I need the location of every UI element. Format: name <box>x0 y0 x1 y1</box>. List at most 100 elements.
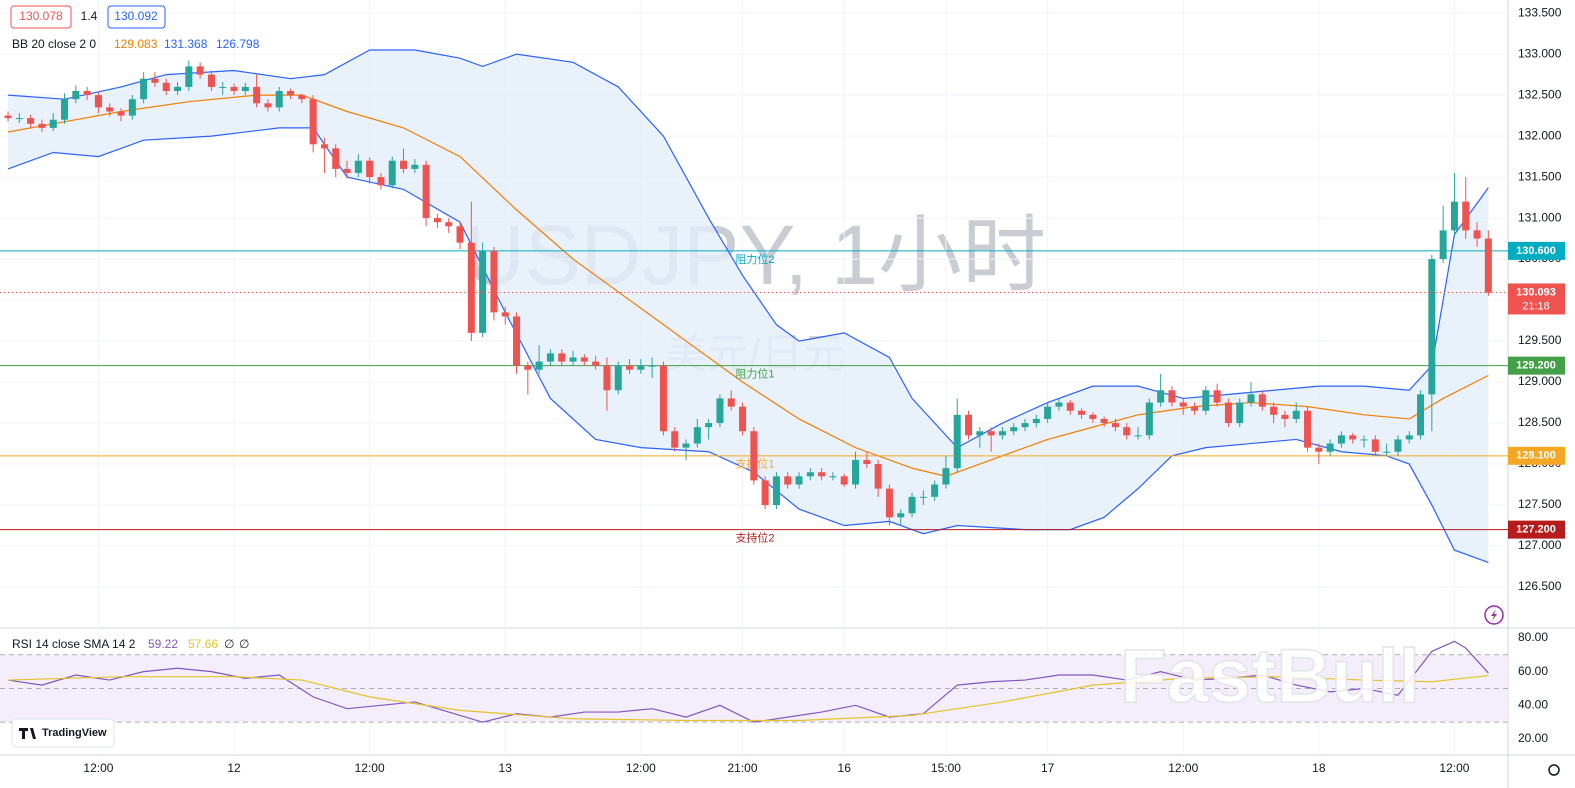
level-tag <box>1508 520 1565 539</box>
candle-body <box>501 312 509 317</box>
candle-body <box>479 250 487 333</box>
level-text: 支持位2 <box>735 531 774 545</box>
level-text: 阻力位1 <box>735 367 774 381</box>
candle-body <box>987 431 995 436</box>
candle-body <box>1055 402 1063 407</box>
y-tick-label: 133.000 <box>1518 46 1562 60</box>
candle-body <box>840 476 848 485</box>
x-tick-label: 12:00 <box>626 761 656 775</box>
y-tick-label: 129.000 <box>1518 374 1562 388</box>
rsi-value: 57.66 <box>188 637 218 651</box>
candle-body <box>1304 410 1312 448</box>
y-tick-label: 132.000 <box>1518 128 1562 142</box>
candle-body <box>1236 402 1244 424</box>
candle-body <box>998 431 1006 436</box>
candle-body <box>558 353 566 362</box>
candle-body <box>580 357 588 362</box>
y-tick-label: 126.500 <box>1518 579 1562 593</box>
candle-body <box>287 91 295 96</box>
candle-body <box>1439 230 1447 260</box>
ask-box[interactable] <box>107 5 166 29</box>
brand-logo <box>19 728 36 739</box>
candle-body <box>965 414 973 436</box>
rsi-label: RSI 14 close SMA 14 2 <box>12 637 136 651</box>
candle-body <box>445 222 453 227</box>
brand-box[interactable] <box>11 718 115 748</box>
candle-body <box>1371 439 1379 452</box>
candle-body <box>1202 390 1210 411</box>
indicator-line <box>7 49 1489 449</box>
candle-body <box>106 107 114 112</box>
candle-body <box>1111 423 1119 428</box>
y-tick-label: 131.500 <box>1518 169 1562 183</box>
candle-body <box>433 218 441 223</box>
level-tag-label: 129.200 <box>1516 360 1556 372</box>
candle-body <box>648 365 656 367</box>
candle-body <box>852 459 860 485</box>
brand: TradingView <box>42 727 107 739</box>
ask: 130.092 <box>114 9 158 23</box>
indicator-line <box>8 674 1489 722</box>
candle-body <box>1168 390 1176 403</box>
candle-body <box>603 365 611 391</box>
candle-body <box>772 476 780 506</box>
alert-icon[interactable] <box>1484 605 1504 625</box>
last-price-tag <box>1508 283 1565 315</box>
candle-body <box>1405 435 1413 440</box>
rsi-value: ∅ <box>239 637 249 651</box>
candle-body <box>919 496 927 498</box>
candle-body <box>1450 201 1458 231</box>
candle-body <box>1349 435 1357 440</box>
candle-body <box>49 119 57 128</box>
indicator-line <box>7 94 1489 477</box>
y-tick-label: 132.500 <box>1518 87 1562 101</box>
candle-body <box>241 86 249 92</box>
rsi-tick-label: 60.00 <box>1518 664 1548 678</box>
candle-body <box>739 406 747 432</box>
alert-bolt <box>1491 609 1497 621</box>
y-tick-label: 129.500 <box>1518 333 1562 347</box>
candle-body <box>1484 238 1492 293</box>
x-tick-label: 18 <box>1312 761 1326 775</box>
candle-body <box>1247 394 1255 403</box>
candle-body <box>456 226 464 243</box>
candle-body <box>1394 439 1402 452</box>
candle-body <box>1010 427 1018 432</box>
candle-body <box>1270 406 1278 415</box>
level-tag-label: 130.600 <box>1516 245 1556 257</box>
candle-body <box>1417 394 1425 436</box>
y-tick-label: 127.500 <box>1518 497 1562 511</box>
x-tick-label: 12:00 <box>355 761 385 775</box>
rsi-value: ∅ <box>224 637 234 651</box>
candle-body <box>1326 443 1334 452</box>
candle-body <box>1224 402 1232 424</box>
candle-body <box>863 459 871 465</box>
x-tick-label: 12:00 <box>1439 761 1469 775</box>
candle-body <box>705 423 713 428</box>
candle-body <box>953 414 961 469</box>
candle-body <box>569 357 577 362</box>
rsi-tick-label: 80.00 <box>1518 630 1548 644</box>
candle-body <box>1134 435 1142 437</box>
candle-body <box>682 443 690 448</box>
candle-body <box>626 365 634 370</box>
candle-body <box>513 316 521 366</box>
candle-body <box>1089 414 1097 419</box>
candle-body <box>1281 414 1289 419</box>
candle-body <box>761 480 769 506</box>
candle-body <box>38 123 46 128</box>
settings-icon[interactable] <box>1548 764 1560 776</box>
candle-body <box>1157 390 1165 403</box>
rsi-value: 59.22 <box>148 637 178 651</box>
candle-body <box>253 86 261 104</box>
candle-body <box>1123 427 1131 436</box>
candle-body <box>693 427 701 444</box>
candle-body <box>1179 402 1187 407</box>
candle-body <box>806 472 814 477</box>
brand-watermark: FastBull <box>1120 634 1420 719</box>
x-tick-label: 12:00 <box>1168 761 1198 775</box>
bid-box[interactable] <box>10 5 72 29</box>
x-tick-label: 12 <box>227 761 241 775</box>
candle-body <box>1145 402 1153 436</box>
